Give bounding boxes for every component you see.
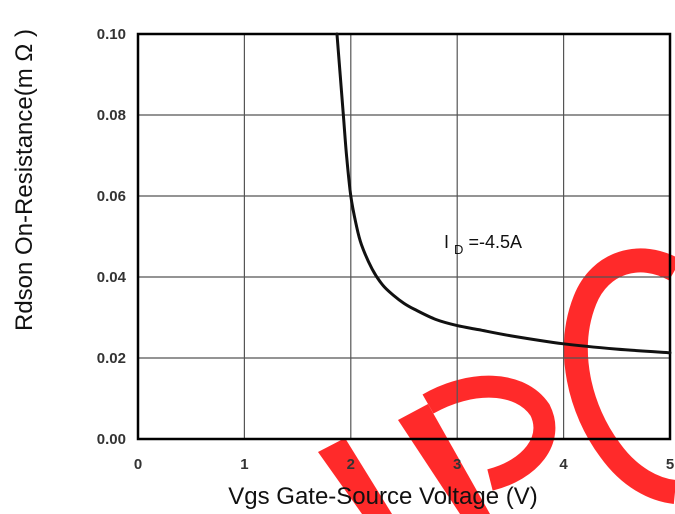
watermark-letter-i: [318, 438, 392, 514]
x-tick-label: 3: [453, 456, 461, 473]
watermark-letter-c: [563, 248, 675, 504]
watermark-letter-p-stem: [398, 404, 490, 514]
y-tick-label: 0.10: [97, 26, 126, 43]
y-tick-labels: 0.00 0.02 0.04 0.06 0.08 0.10: [97, 26, 127, 448]
y-tick-label: 0.04: [97, 269, 127, 286]
x-tick-labels: 0 1 2 3 4 5: [134, 456, 674, 473]
gridlines: [138, 34, 670, 439]
series-line-0: [335, 32, 672, 355]
annotation-value: =-4.5A: [468, 232, 522, 252]
y-tick-label: 0.00: [97, 431, 126, 448]
annotation-id: I D =-4.5A: [444, 232, 522, 258]
plot-frame: [136, 32, 672, 441]
x-tick-label: 4: [559, 456, 568, 473]
watermark: [318, 248, 675, 514]
x-tick-label: 5: [666, 456, 674, 473]
x-tick-label: 1: [240, 456, 248, 473]
series-curves: [335, 32, 672, 355]
x-axis-title: Vgs Gate-Source Voltage (V): [228, 483, 538, 510]
x-tick-label: 0: [134, 456, 142, 473]
y-axis-title: Rdson On-Resistance(m Ω ): [11, 29, 38, 331]
x-tick-label: 2: [347, 456, 355, 473]
watermark-letter-p-bowl: [422, 375, 556, 491]
y-tick-label: 0.02: [97, 350, 126, 367]
annotation-main: I: [444, 232, 449, 252]
y-tick-label: 0.06: [97, 188, 126, 205]
annotation-subscript: D: [454, 242, 463, 257]
y-tick-label: 0.08: [97, 107, 126, 124]
